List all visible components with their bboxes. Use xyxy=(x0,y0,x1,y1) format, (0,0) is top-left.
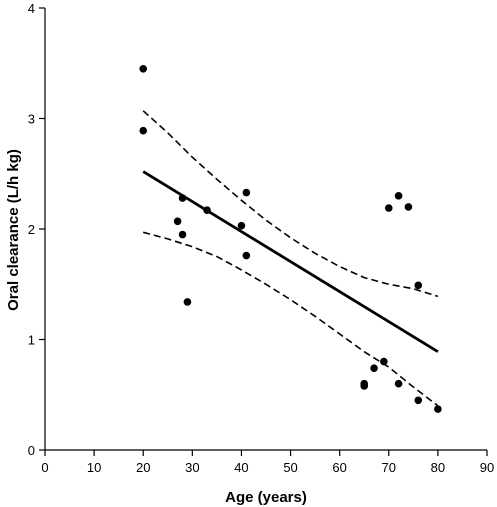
data-point xyxy=(242,188,251,197)
regression-line xyxy=(142,170,439,353)
x-tick-label: 10 xyxy=(87,460,101,475)
x-tick-label: 50 xyxy=(283,460,297,475)
x-axis-title: Age (years) xyxy=(225,489,307,506)
x-tick-label: 40 xyxy=(234,460,248,475)
data-point xyxy=(178,194,187,202)
x-tick-label: 70 xyxy=(382,460,396,475)
data-point xyxy=(139,64,148,73)
data-point xyxy=(394,379,403,388)
data-point xyxy=(414,281,423,290)
plot-area: 0 10 20 30 40 50 60 70 80 90 0 1 2 3 4 xyxy=(28,1,494,475)
data-point xyxy=(237,221,246,230)
data-point xyxy=(360,382,369,390)
data-point xyxy=(414,396,423,405)
x-tick-label: 60 xyxy=(332,460,346,475)
data-point xyxy=(173,217,182,226)
confidence-upper-line xyxy=(142,110,439,298)
y-tick-label: 4 xyxy=(28,1,35,16)
y-tick-label: 0 xyxy=(28,443,35,458)
data-point xyxy=(183,298,192,306)
data-point xyxy=(370,364,378,373)
data-point xyxy=(380,357,388,366)
y-tick-label: 2 xyxy=(28,222,35,237)
y-tick-label: 1 xyxy=(28,333,35,348)
data-point xyxy=(394,192,403,200)
x-tick-label: 80 xyxy=(431,460,445,475)
data-point xyxy=(434,405,442,413)
data-point xyxy=(139,126,148,135)
x-tick-label: 0 xyxy=(41,460,48,475)
data-point xyxy=(178,230,187,239)
data-point xyxy=(242,251,251,260)
data-point xyxy=(404,203,413,211)
x-tick-label: 30 xyxy=(185,460,199,475)
y-tick-label: 3 xyxy=(28,112,35,127)
x-tick-label: 20 xyxy=(136,460,150,475)
data-point xyxy=(203,206,211,215)
y-axis-title: Oral clearance (L/h kg) xyxy=(5,149,22,311)
confidence-lower-line xyxy=(142,231,439,407)
data-point xyxy=(384,204,393,212)
x-tick-label: 90 xyxy=(480,460,494,475)
